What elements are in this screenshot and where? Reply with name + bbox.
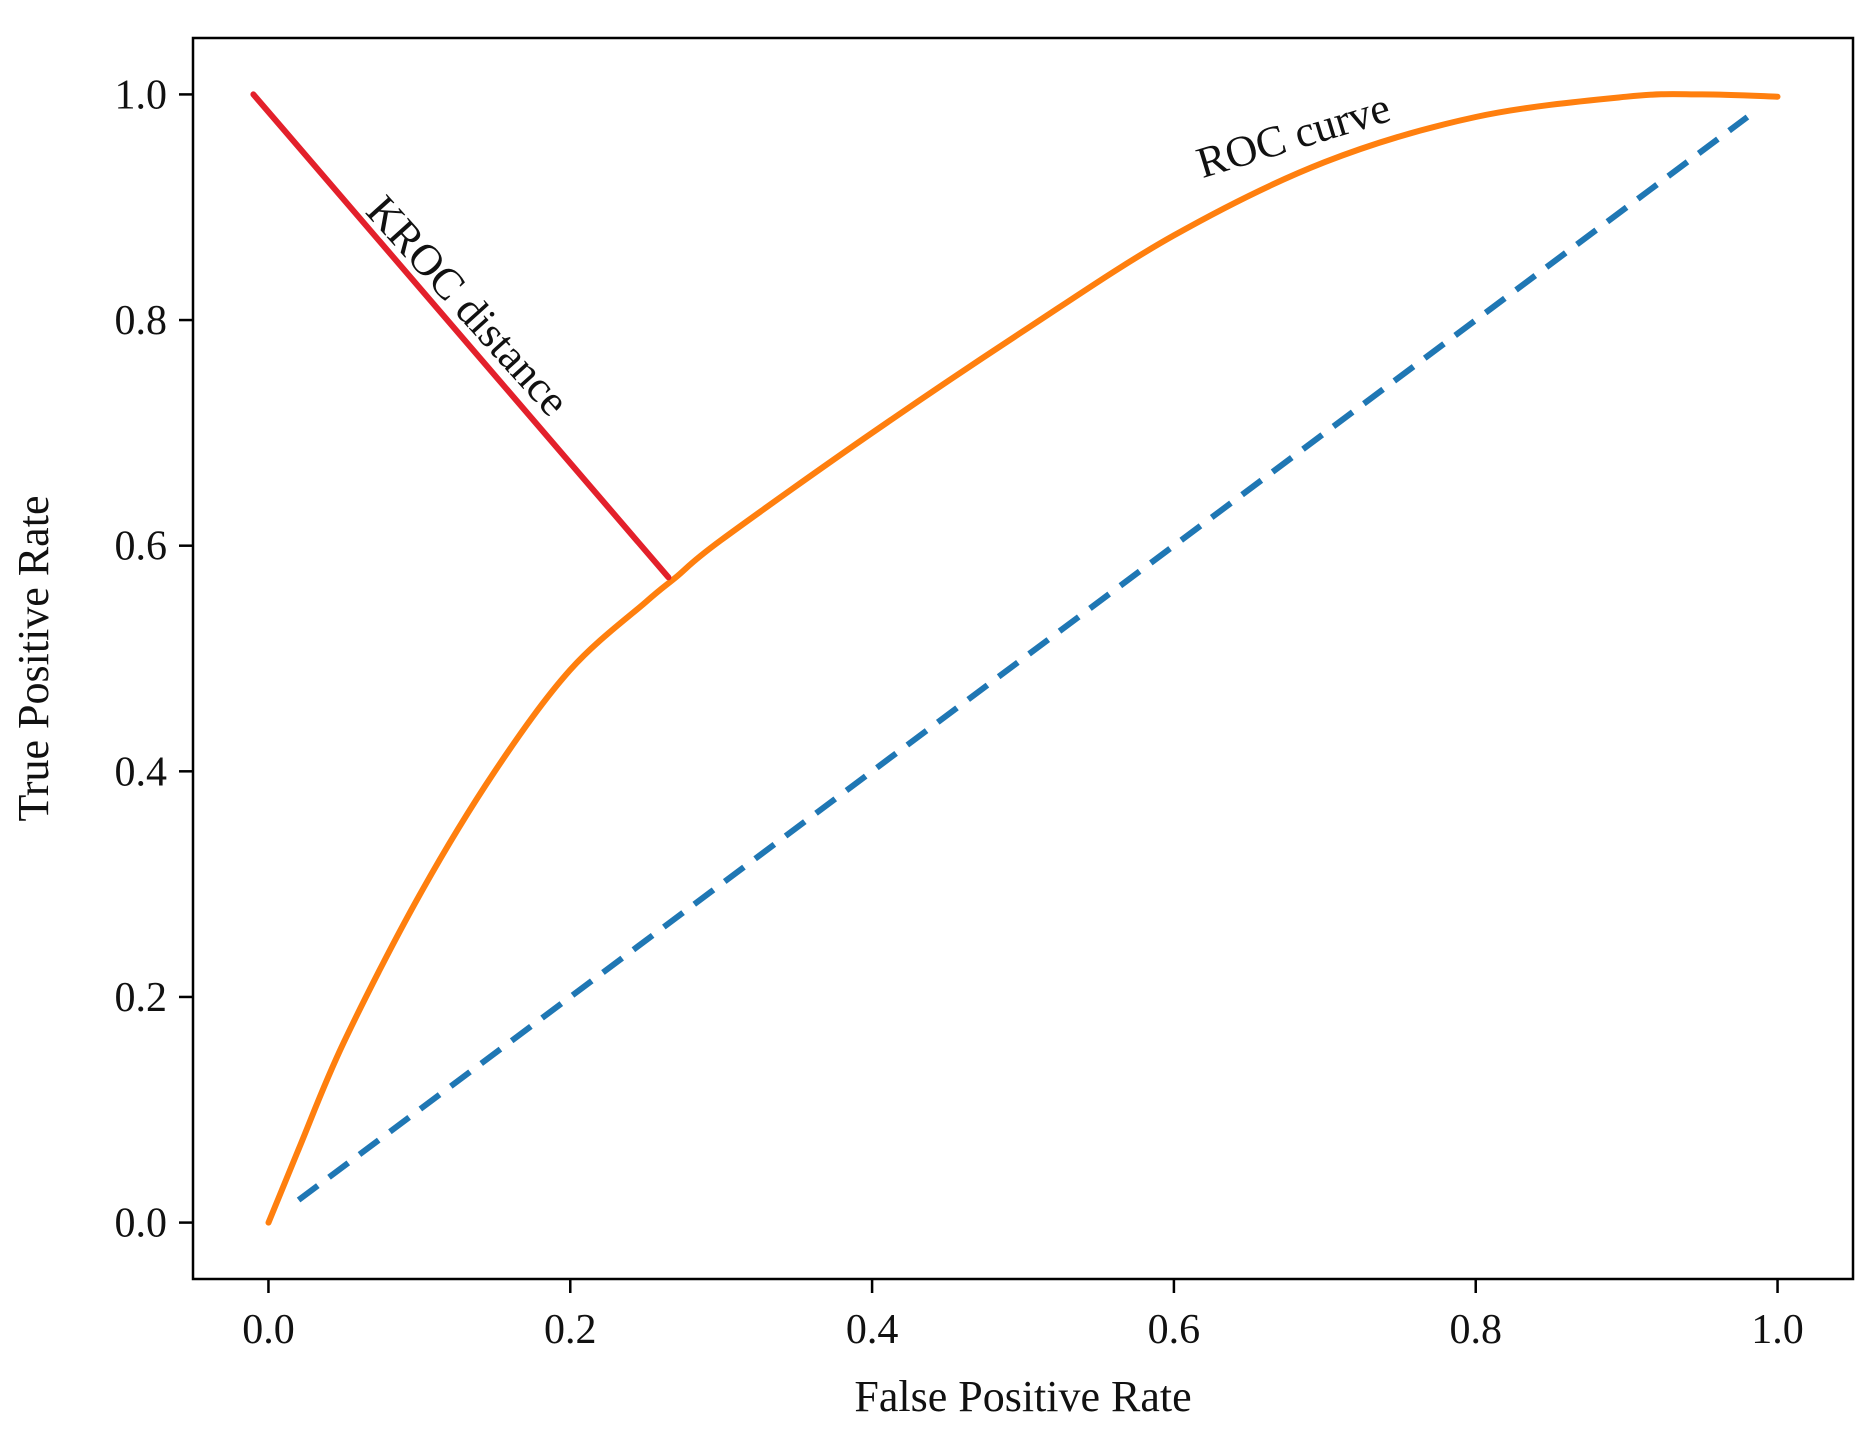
annotation-kroc-distance: KROC distance: [357, 186, 579, 425]
y-tick-label: 0.0: [115, 1201, 168, 1247]
series-kroc-distance: [250, 91, 672, 581]
series-layer: [250, 91, 1781, 1226]
y-tick-label: 0.2: [115, 975, 168, 1021]
series-chance: [296, 114, 1750, 1203]
ticks-layer: 0.0 0.2 0.4 0.6 0.8 1.0 0.0 0.2 0.4 0.6 0.8 1.0: [115, 72, 1804, 1353]
y-tick-label: 0.6: [115, 524, 168, 570]
x-axis-label: False Positive Rate: [854, 1372, 1191, 1421]
x-tick-label: 1.0: [1751, 1307, 1804, 1353]
y-tick-label: 1.0: [115, 72, 168, 118]
x-tick-label: 0.8: [1449, 1307, 1502, 1353]
series-roc-curve: [265, 91, 1781, 1226]
axes-frame: [191, 36, 1855, 1281]
x-tick-label: 0.2: [544, 1307, 597, 1353]
x-tick-label: 0.0: [242, 1307, 295, 1353]
x-tick-label: 0.6: [1148, 1307, 1201, 1353]
y-tick-label: 0.8: [115, 298, 168, 344]
x-tick-label: 0.4: [846, 1307, 899, 1353]
y-tick-label: 0.4: [115, 749, 168, 795]
y-axis-label: True Positive Rate: [9, 496, 58, 822]
